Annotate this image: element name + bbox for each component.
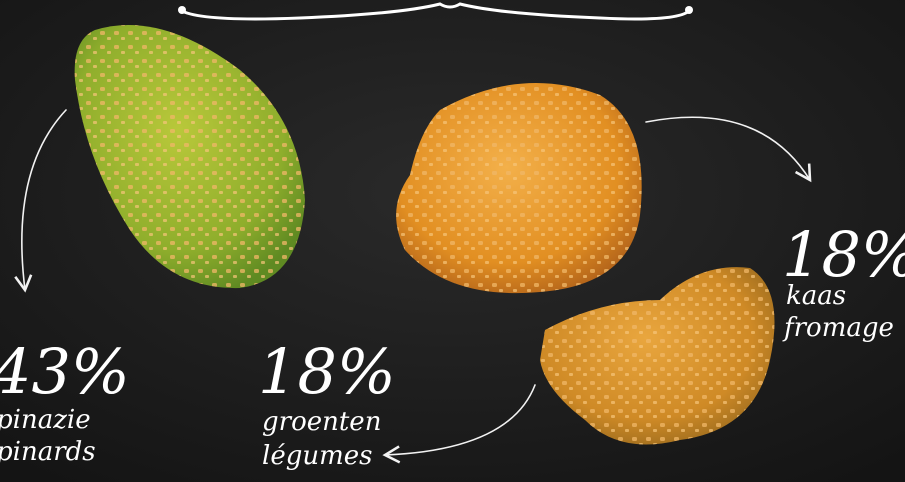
flourish-end (685, 6, 693, 14)
vegetable-nugget (540, 267, 775, 445)
arrow (645, 116, 812, 183)
arrow (14, 109, 67, 293)
flourish (179, 2, 692, 21)
label-nl: groenten (262, 407, 381, 437)
arrow (382, 384, 536, 464)
label-fr: pinards (0, 437, 96, 467)
label-fr: fromage (782, 313, 894, 343)
flourish-end (178, 6, 186, 14)
cheese-nugget (396, 83, 642, 294)
spinach-nugget (74, 25, 306, 289)
label-nl: pinazie (0, 405, 91, 435)
percent: 18% (782, 218, 905, 291)
percent: 43% (0, 335, 130, 408)
label-nl: kaas (786, 281, 846, 311)
label-fr: légumes (262, 441, 372, 471)
percent: 18% (258, 335, 396, 408)
